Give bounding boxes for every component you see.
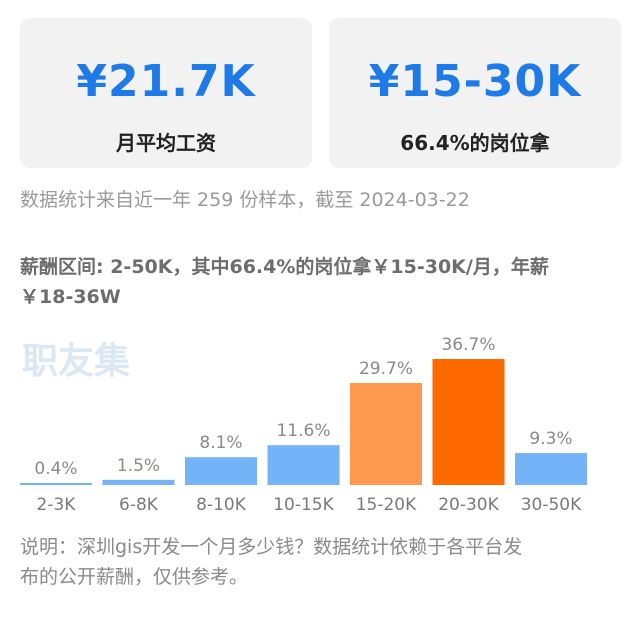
salary-range-value: ¥15-30K (368, 56, 582, 107)
value-label-8-10K: 8.1% (199, 433, 242, 453)
value-label-20-30K: 36.7% (441, 335, 495, 355)
avg-salary-card: ¥21.7K 月平均工资 (20, 18, 312, 168)
salary-distribution-chart: 0.4% 2-3K 1.5% 6-8K 8.1% 8-10K 11.6% 10-15K 29.7… (20, 335, 587, 515)
category-label-6-8K: 6-8K (119, 495, 159, 515)
salary-range-text-line1: 薪酬区间: 2-50K，其中66.4%的岗位拿￥15-30K/月，年薪 (20, 256, 549, 278)
bar-10-15K (267, 445, 340, 485)
salary-range-text-line2: ￥18-36W (20, 286, 121, 308)
category-label-30-50K: 30-50K (521, 495, 582, 515)
category-label-15-20K: 15-20K (356, 495, 417, 515)
footer-note-line2: 布的公开薪酬，仅供参考。 (20, 566, 249, 588)
footer-note-line1: 说明：深圳gis开发一个月多少钱？数据统计依赖于各平台发 (20, 536, 523, 558)
avg-salary-value: ¥21.7K (76, 56, 256, 107)
bar-2-3K (20, 483, 92, 485)
avg-salary-label: 月平均工资 (116, 131, 216, 155)
salary-range-card: ¥15-30K 66.4%的岗位拿 (329, 18, 621, 168)
footer-note: 说明：深圳gis开发一个月多少钱？数据统计依赖于各平台发 布的公开薪酬，仅供参考… (20, 532, 620, 592)
bar-15-20K (350, 383, 422, 485)
bar-20-30K (432, 359, 505, 485)
bar-6-8K (102, 479, 175, 485)
value-label-15-20K: 29.7% (359, 359, 413, 379)
bar-30-50K (515, 453, 587, 485)
category-label-8-10K: 8-10K (196, 495, 247, 515)
category-label-20-30K: 20-30K (438, 495, 499, 515)
salary-range-label: 66.4%的岗位拿 (400, 131, 550, 155)
salary-range-text: 薪酬区间: 2-50K，其中66.4%的岗位拿￥15-30K/月，年薪 ￥18-… (20, 252, 620, 312)
bar-8-10K (185, 457, 257, 485)
category-label-2-3K: 2-3K (37, 495, 77, 515)
value-label-10-15K: 11.6% (276, 421, 330, 441)
watermark-logo: 职友集 (22, 341, 131, 382)
value-label-2-3K: 0.4% (34, 459, 77, 479)
value-label-30-50K: 9.3% (529, 429, 572, 449)
value-label-6-8K: 1.5% (117, 456, 160, 476)
sample-note: 数据统计来自近一年 259 份样本，截至 2024-03-22 (20, 189, 470, 211)
category-label-10-15K: 10-15K (273, 495, 334, 515)
